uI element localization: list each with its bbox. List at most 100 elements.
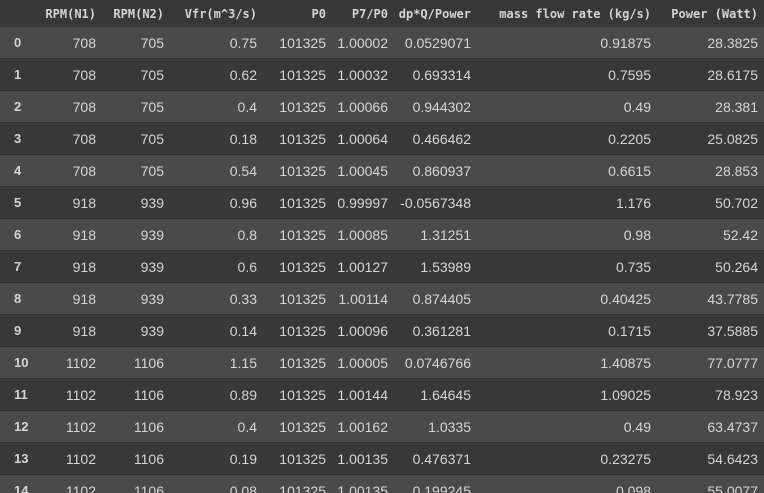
table-cell: 1.00135 <box>337 482 388 493</box>
column-header: mass flow rate (kg/s) <box>477 0 657 27</box>
table-cell: 101325 <box>279 130 326 147</box>
table-cell: 918 <box>72 226 96 243</box>
table-cell: 705 <box>140 66 164 83</box>
table-cell: 705 <box>140 162 164 179</box>
row-index: 8 <box>14 291 22 306</box>
table-cell: 52.42 <box>722 226 758 243</box>
table-cell: 54.6423 <box>707 450 758 467</box>
table-cell: 0.14 <box>229 322 257 339</box>
table-cell: 708 <box>72 34 96 51</box>
table-cell: 708 <box>72 98 96 115</box>
table-cell: 50.702 <box>715 194 758 211</box>
table-cell: 918 <box>72 194 96 211</box>
table-cell: 1106 <box>133 450 164 467</box>
column-header: Power (Watt) <box>657 0 764 27</box>
table-cell: 101325 <box>279 450 326 467</box>
table-cell: 78.923 <box>715 386 758 403</box>
table-cell: 705 <box>140 130 164 147</box>
table-cell: 0.1715 <box>608 322 651 339</box>
table-cell: 1.00127 <box>337 258 388 275</box>
row-index: 12 <box>14 419 29 434</box>
table-cell: 0.19 <box>229 450 257 467</box>
table-cell: 101325 <box>279 162 326 179</box>
table-row: 13 1102 1106 0.19 101325 1.00135 0.476371 0.232… <box>0 442 764 475</box>
table-cell: 50.264 <box>715 258 758 275</box>
table-cell: 0.96 <box>229 194 257 211</box>
table-cell: 918 <box>72 322 96 339</box>
table-cell: 1.00064 <box>337 130 388 147</box>
table-cell: 918 <box>72 290 96 307</box>
table-cell: 1.00114 <box>338 290 388 307</box>
table-cell: 1106 <box>133 418 164 435</box>
table-row: 10 1102 1106 1.15 101325 1.00005 0.0746766 1.40… <box>0 346 764 379</box>
table-cell: 1.09025 <box>600 386 651 403</box>
table-cell: 28.3825 <box>707 34 758 51</box>
table-row: 8 918 939 0.33 101325 1.00114 0.874405 0.40425 4… <box>0 282 764 315</box>
table-cell: 0.476371 <box>412 450 471 467</box>
table-row: 3 708 705 0.18 101325 1.00064 0.466462 0.2205 25… <box>0 122 764 155</box>
table-row: 14 1102 1106 0.08 101325 1.00135 0.199245 0.098… <box>0 474 764 493</box>
table-cell: 1.00002 <box>337 34 388 51</box>
table-cell: 1.00135 <box>337 450 388 467</box>
row-index: 14 <box>14 483 29 493</box>
table-cell: 708 <box>72 66 96 83</box>
table-cell: 101325 <box>279 290 326 307</box>
table-cell: 101325 <box>279 322 326 339</box>
table-cell: 1.00162 <box>337 418 388 435</box>
table-cell: 55.0077 <box>707 482 758 493</box>
table-cell: 0.7595 <box>608 66 651 83</box>
table-cell: 1106 <box>133 482 164 493</box>
row-index: 11 <box>14 387 28 402</box>
table-cell: 0.18 <box>229 130 257 147</box>
table-cell: 1106 <box>133 354 164 371</box>
table-cell: 101325 <box>279 418 326 435</box>
table-cell: 0.49 <box>623 418 651 435</box>
table-cell: 28.853 <box>715 162 758 179</box>
table-cell: 0.6 <box>237 258 257 275</box>
table-cell: 1.15 <box>229 354 257 371</box>
table-cell: 0.23275 <box>600 450 651 467</box>
row-index: 10 <box>14 355 29 370</box>
column-header: RPM(N2) <box>102 0 170 27</box>
table-cell: 0.361281 <box>412 322 471 339</box>
column-header: RPM(N1) <box>32 0 102 27</box>
table-cell: 0.2205 <box>608 130 651 147</box>
table-cell: 28.6175 <box>707 66 758 83</box>
table-cell: 1106 <box>133 386 164 403</box>
table-row: 2 708 705 0.4 101325 1.00066 0.944302 0.49 28.38… <box>0 90 764 123</box>
table-cell: 25.0825 <box>707 130 758 147</box>
table-cell: 43.7785 <box>707 290 758 307</box>
table-cell: 37.5885 <box>707 322 758 339</box>
table-cell: 0.098 <box>615 482 651 493</box>
table-cell: 0.735 <box>615 258 651 275</box>
table-cell: 939 <box>140 226 164 243</box>
table-cell: 1.00085 <box>337 226 388 243</box>
table-cell: 0.874405 <box>412 290 471 307</box>
table-row: 12 1102 1106 0.4 101325 1.00162 1.0335 0.49 63.4… <box>0 410 764 443</box>
table-cell: 1.00066 <box>337 98 388 115</box>
table-cell: 1102 <box>65 386 96 403</box>
table-cell: 0.40425 <box>600 290 651 307</box>
row-index: 5 <box>14 195 22 210</box>
table-row: 1 708 705 0.62 101325 1.00032 0.693314 0.7595 28… <box>0 58 764 91</box>
table-cell: 705 <box>140 98 164 115</box>
table-cell: 1.00144 <box>337 386 388 403</box>
table-row: 11 1102 1106 0.89 101325 1.00144 1.64645 1.0902… <box>0 378 764 411</box>
table-cell: 0.693314 <box>412 66 471 83</box>
table-row: 6 918 939 0.8 101325 1.00085 1.31251 0.98 52.42 <box>0 218 764 251</box>
table-cell: 0.6615 <box>608 162 651 179</box>
table-row: 0 708 705 0.75 101325 1.00002 0.0529071 0.91875… <box>0 27 764 59</box>
row-index: 4 <box>14 163 22 178</box>
table-cell: 708 <box>72 162 96 179</box>
table-cell: 0.08 <box>229 482 257 493</box>
table-cell: 705 <box>140 34 164 51</box>
table-cell: 0.91875 <box>600 34 651 51</box>
row-index: 9 <box>14 323 22 338</box>
index-header <box>0 0 32 27</box>
table-cell: 28.381 <box>715 98 758 115</box>
table-row: 5 918 939 0.96 101325 0.99997 -0.0567348 1.176 5… <box>0 186 764 219</box>
header-row: RPM(N1) RPM(N2) Vfr(m^3/s) P0 P7/P0 dp*Q/Powe… <box>0 0 764 27</box>
table-cell: 101325 <box>279 194 326 211</box>
row-index: 3 <box>14 131 22 146</box>
table-cell: 101325 <box>279 354 326 371</box>
